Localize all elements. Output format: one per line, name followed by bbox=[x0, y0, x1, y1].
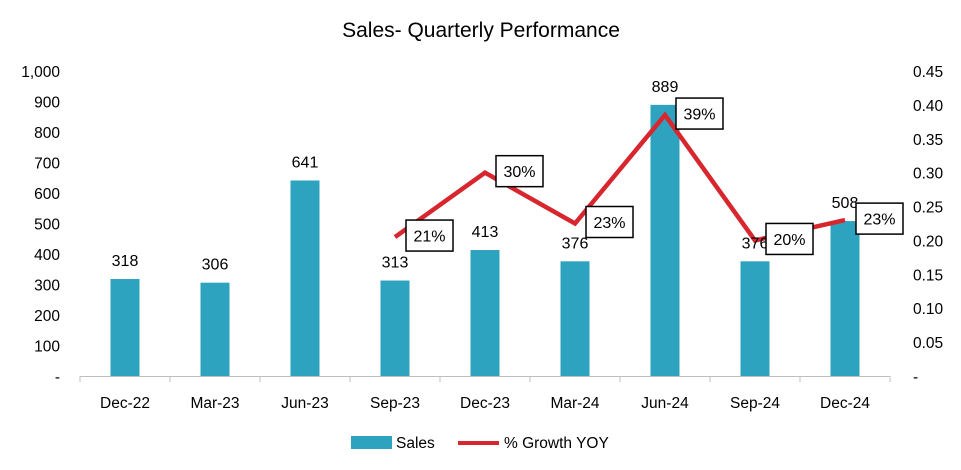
bar-mar-24 bbox=[560, 261, 590, 376]
growth-label-text: 20% bbox=[773, 232, 805, 249]
growth-label-text: 21% bbox=[413, 229, 445, 246]
axes-layer: Dec-22 Mar-23 Jun-23 Sep-23 Dec-23 Mar-24 Jun-… bbox=[21, 64, 943, 412]
bar-data-label: 508 bbox=[832, 195, 859, 212]
y-left-tick-label: 400 bbox=[34, 247, 60, 264]
y-left-tick-label: 500 bbox=[34, 217, 60, 234]
growth-data-label: 23% bbox=[855, 202, 904, 235]
y-right-tick-label: - bbox=[913, 369, 918, 386]
growth-data-label: 30% bbox=[495, 154, 544, 188]
y-right-tick-label: 0.30 bbox=[913, 166, 944, 183]
bar-dec-23 bbox=[470, 250, 500, 376]
bar-data-label: 376 bbox=[742, 235, 769, 252]
y-right-tick-label: 0.20 bbox=[913, 233, 944, 250]
growth-label-box bbox=[855, 202, 904, 235]
x-tick-label: Dec-24 bbox=[820, 395, 870, 412]
bar-data-label: 306 bbox=[202, 257, 229, 274]
bar-data-label: 889 bbox=[652, 79, 679, 96]
y-right-tick-label: 0.15 bbox=[913, 267, 943, 284]
bar-data-label: 376 bbox=[562, 235, 589, 252]
growth-label-text: 30% bbox=[503, 164, 535, 181]
x-tick-label: Jun-24 bbox=[641, 395, 689, 412]
bar-dec-22 bbox=[110, 279, 140, 376]
x-tick-label: Mar-23 bbox=[190, 395, 239, 412]
y-right-tick-label: 0.05 bbox=[913, 335, 943, 352]
y-right-tick-label: 0.40 bbox=[913, 98, 944, 115]
y-left-tick-label: 900 bbox=[34, 95, 60, 112]
y-left-tick-label: 700 bbox=[34, 156, 60, 173]
bar-data-label: 413 bbox=[472, 224, 499, 241]
bar-sep-24 bbox=[740, 261, 770, 376]
growth-label-box bbox=[675, 97, 724, 130]
y-left-tick-label: - bbox=[55, 369, 60, 386]
x-tick-label: Dec-22 bbox=[100, 395, 150, 412]
bars-layer bbox=[110, 104, 860, 376]
x-tick-label: Mar-24 bbox=[550, 395, 599, 412]
growth-label-box bbox=[765, 222, 814, 256]
chart-title: Sales- Quarterly Performance bbox=[342, 19, 620, 42]
y-right-tick-label: 0.35 bbox=[913, 132, 943, 149]
bar-mar-23 bbox=[200, 282, 230, 376]
bar-dec-24 bbox=[830, 221, 860, 376]
growth-data-label: 21% bbox=[405, 219, 454, 252]
y-left-tick-label: 300 bbox=[34, 278, 60, 295]
growth-label-text: 39% bbox=[683, 107, 715, 124]
y-right-tick-label: 0.10 bbox=[913, 301, 944, 318]
bar-data-label: 313 bbox=[382, 255, 409, 272]
y-left-tick-label: 1,000 bbox=[21, 64, 60, 81]
growth-data-label: 20% bbox=[765, 222, 814, 256]
growth-label-text: 23% bbox=[593, 215, 625, 232]
bar-jun-23 bbox=[290, 180, 320, 376]
legend: Sales % Growth YOY bbox=[351, 435, 609, 452]
labels-layer: 318 306 641 313 413 376 889 376 508 21% 30% 23% 39% 2… bbox=[112, 79, 904, 274]
growth-label-box bbox=[405, 219, 454, 252]
y-left-tick-label: 600 bbox=[34, 186, 60, 203]
bar-sep-23 bbox=[380, 280, 410, 376]
bar-data-label: 641 bbox=[292, 154, 319, 171]
y-left-tick-label: 100 bbox=[34, 339, 60, 356]
legend-label-sales: Sales bbox=[396, 435, 435, 452]
x-tick-label: Dec-23 bbox=[460, 395, 510, 412]
bar-jun-24 bbox=[650, 104, 680, 376]
growth-data-label: 39% bbox=[675, 97, 724, 130]
bar-data-label: 318 bbox=[112, 253, 139, 270]
growth-label-text: 23% bbox=[863, 212, 895, 229]
growth-label-box bbox=[585, 205, 634, 239]
x-tick-label: Jun-23 bbox=[281, 395, 328, 412]
growth-data-label: 23% bbox=[585, 205, 634, 239]
y-right-tick-label: 0.25 bbox=[913, 200, 943, 217]
growth-label-box bbox=[495, 154, 544, 188]
y-left-tick-label: 800 bbox=[34, 125, 60, 142]
legend-label-growth: % Growth YOY bbox=[504, 435, 609, 452]
x-tick-label: Sep-24 bbox=[730, 395, 780, 412]
x-tick-label: Sep-23 bbox=[370, 395, 420, 412]
y-left-tick-label: 200 bbox=[34, 308, 60, 325]
legend-swatch-sales bbox=[351, 436, 392, 449]
y-right-tick-label: 0.45 bbox=[913, 64, 943, 81]
